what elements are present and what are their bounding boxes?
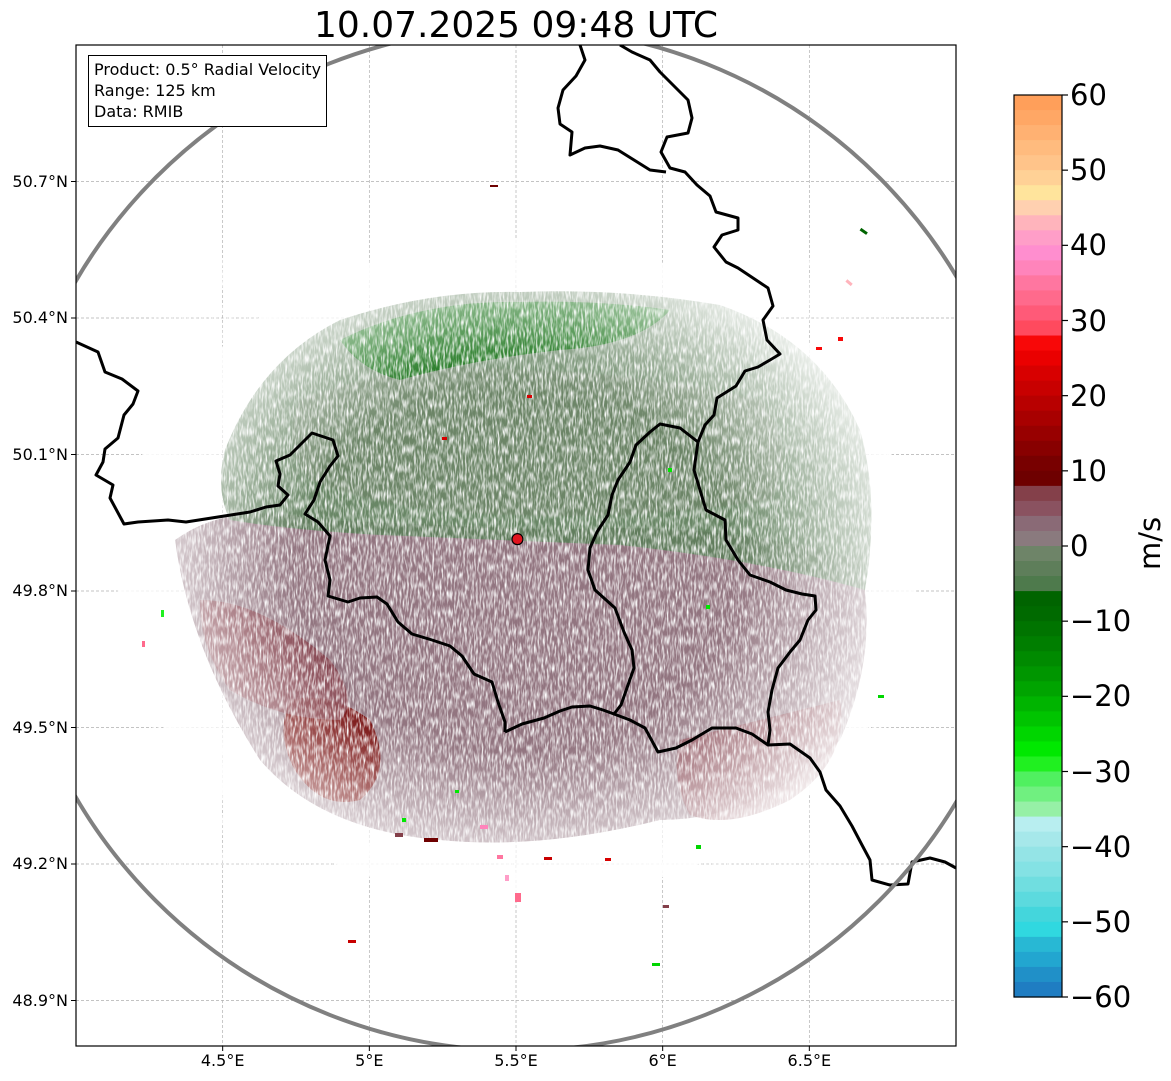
info-data-source: Data: RMIB	[94, 102, 184, 121]
colorbar-tick-label: −20	[1070, 679, 1132, 714]
lat-tick-label: 50.4°N	[12, 308, 68, 327]
colorbar-tick-label: 10	[1070, 453, 1107, 488]
colorbar-tick-label: 0	[1070, 529, 1089, 563]
colorbar-tick-label: 50	[1070, 153, 1107, 188]
colorbar-tick-label: −10	[1070, 604, 1132, 639]
border-luxembourg-france	[613, 712, 956, 887]
border-belgium-germany	[619, 45, 782, 443]
colorbar-tick-label: −50	[1070, 904, 1132, 939]
lon-tick-label: 6°E	[648, 1051, 677, 1070]
lat-tick-label: 49.2°N	[12, 854, 68, 873]
country-borders	[76, 45, 956, 887]
border-germany-enclave-top	[556, 45, 667, 174]
isolated-echo-cells	[142, 185, 884, 966]
echo-edge-fade	[117, 240, 917, 900]
colorbar-tick-label: 30	[1070, 303, 1107, 338]
radar-site-marker	[511, 533, 524, 546]
lat-tick-label: 48.9°N	[12, 990, 68, 1010]
lon-tick-label: 5.5°E	[494, 1051, 538, 1070]
info-range: Range: 125 km	[94, 81, 216, 100]
map-title: 10.07.2025 09:48 UTC	[313, 5, 719, 46]
lat-tick-label: 50.7°N	[12, 171, 68, 191]
product-info-box: Product: 0.5° Radial Velocity Range: 125…	[88, 55, 328, 127]
colorbar-tick-label: 20	[1070, 378, 1107, 413]
lat-tick-label: 49.8°N	[12, 581, 68, 600]
lon-tick-label: 4.5°E	[200, 1051, 245, 1070]
axis-tick-marks	[71, 181, 810, 1051]
lat-tick-label: 50.1°N	[12, 444, 68, 464]
lat-tick-label: 49.5°N	[12, 717, 68, 737]
border-luxembourg-germany	[692, 441, 818, 746]
colorbar-tick-label: −60	[1070, 980, 1132, 1014]
colorbar-tick-label: −40	[1070, 829, 1132, 864]
info-product: Product: 0.5° Radial Velocity	[94, 60, 322, 79]
border-france-belgium	[76, 340, 507, 732]
velocity-echoes	[117, 240, 917, 900]
border-belgium-luxembourg	[504, 422, 699, 734]
lon-tick-label: 5°E	[355, 1051, 384, 1070]
colorbar-tick-label: −30	[1070, 754, 1132, 789]
colorbar-tick-label: 60	[1070, 78, 1107, 112]
colorbar-tick-label: 40	[1070, 228, 1107, 263]
colorbar-unit-label: m/s	[1133, 516, 1167, 570]
lon-tick-label: 6.5°E	[787, 1051, 832, 1070]
